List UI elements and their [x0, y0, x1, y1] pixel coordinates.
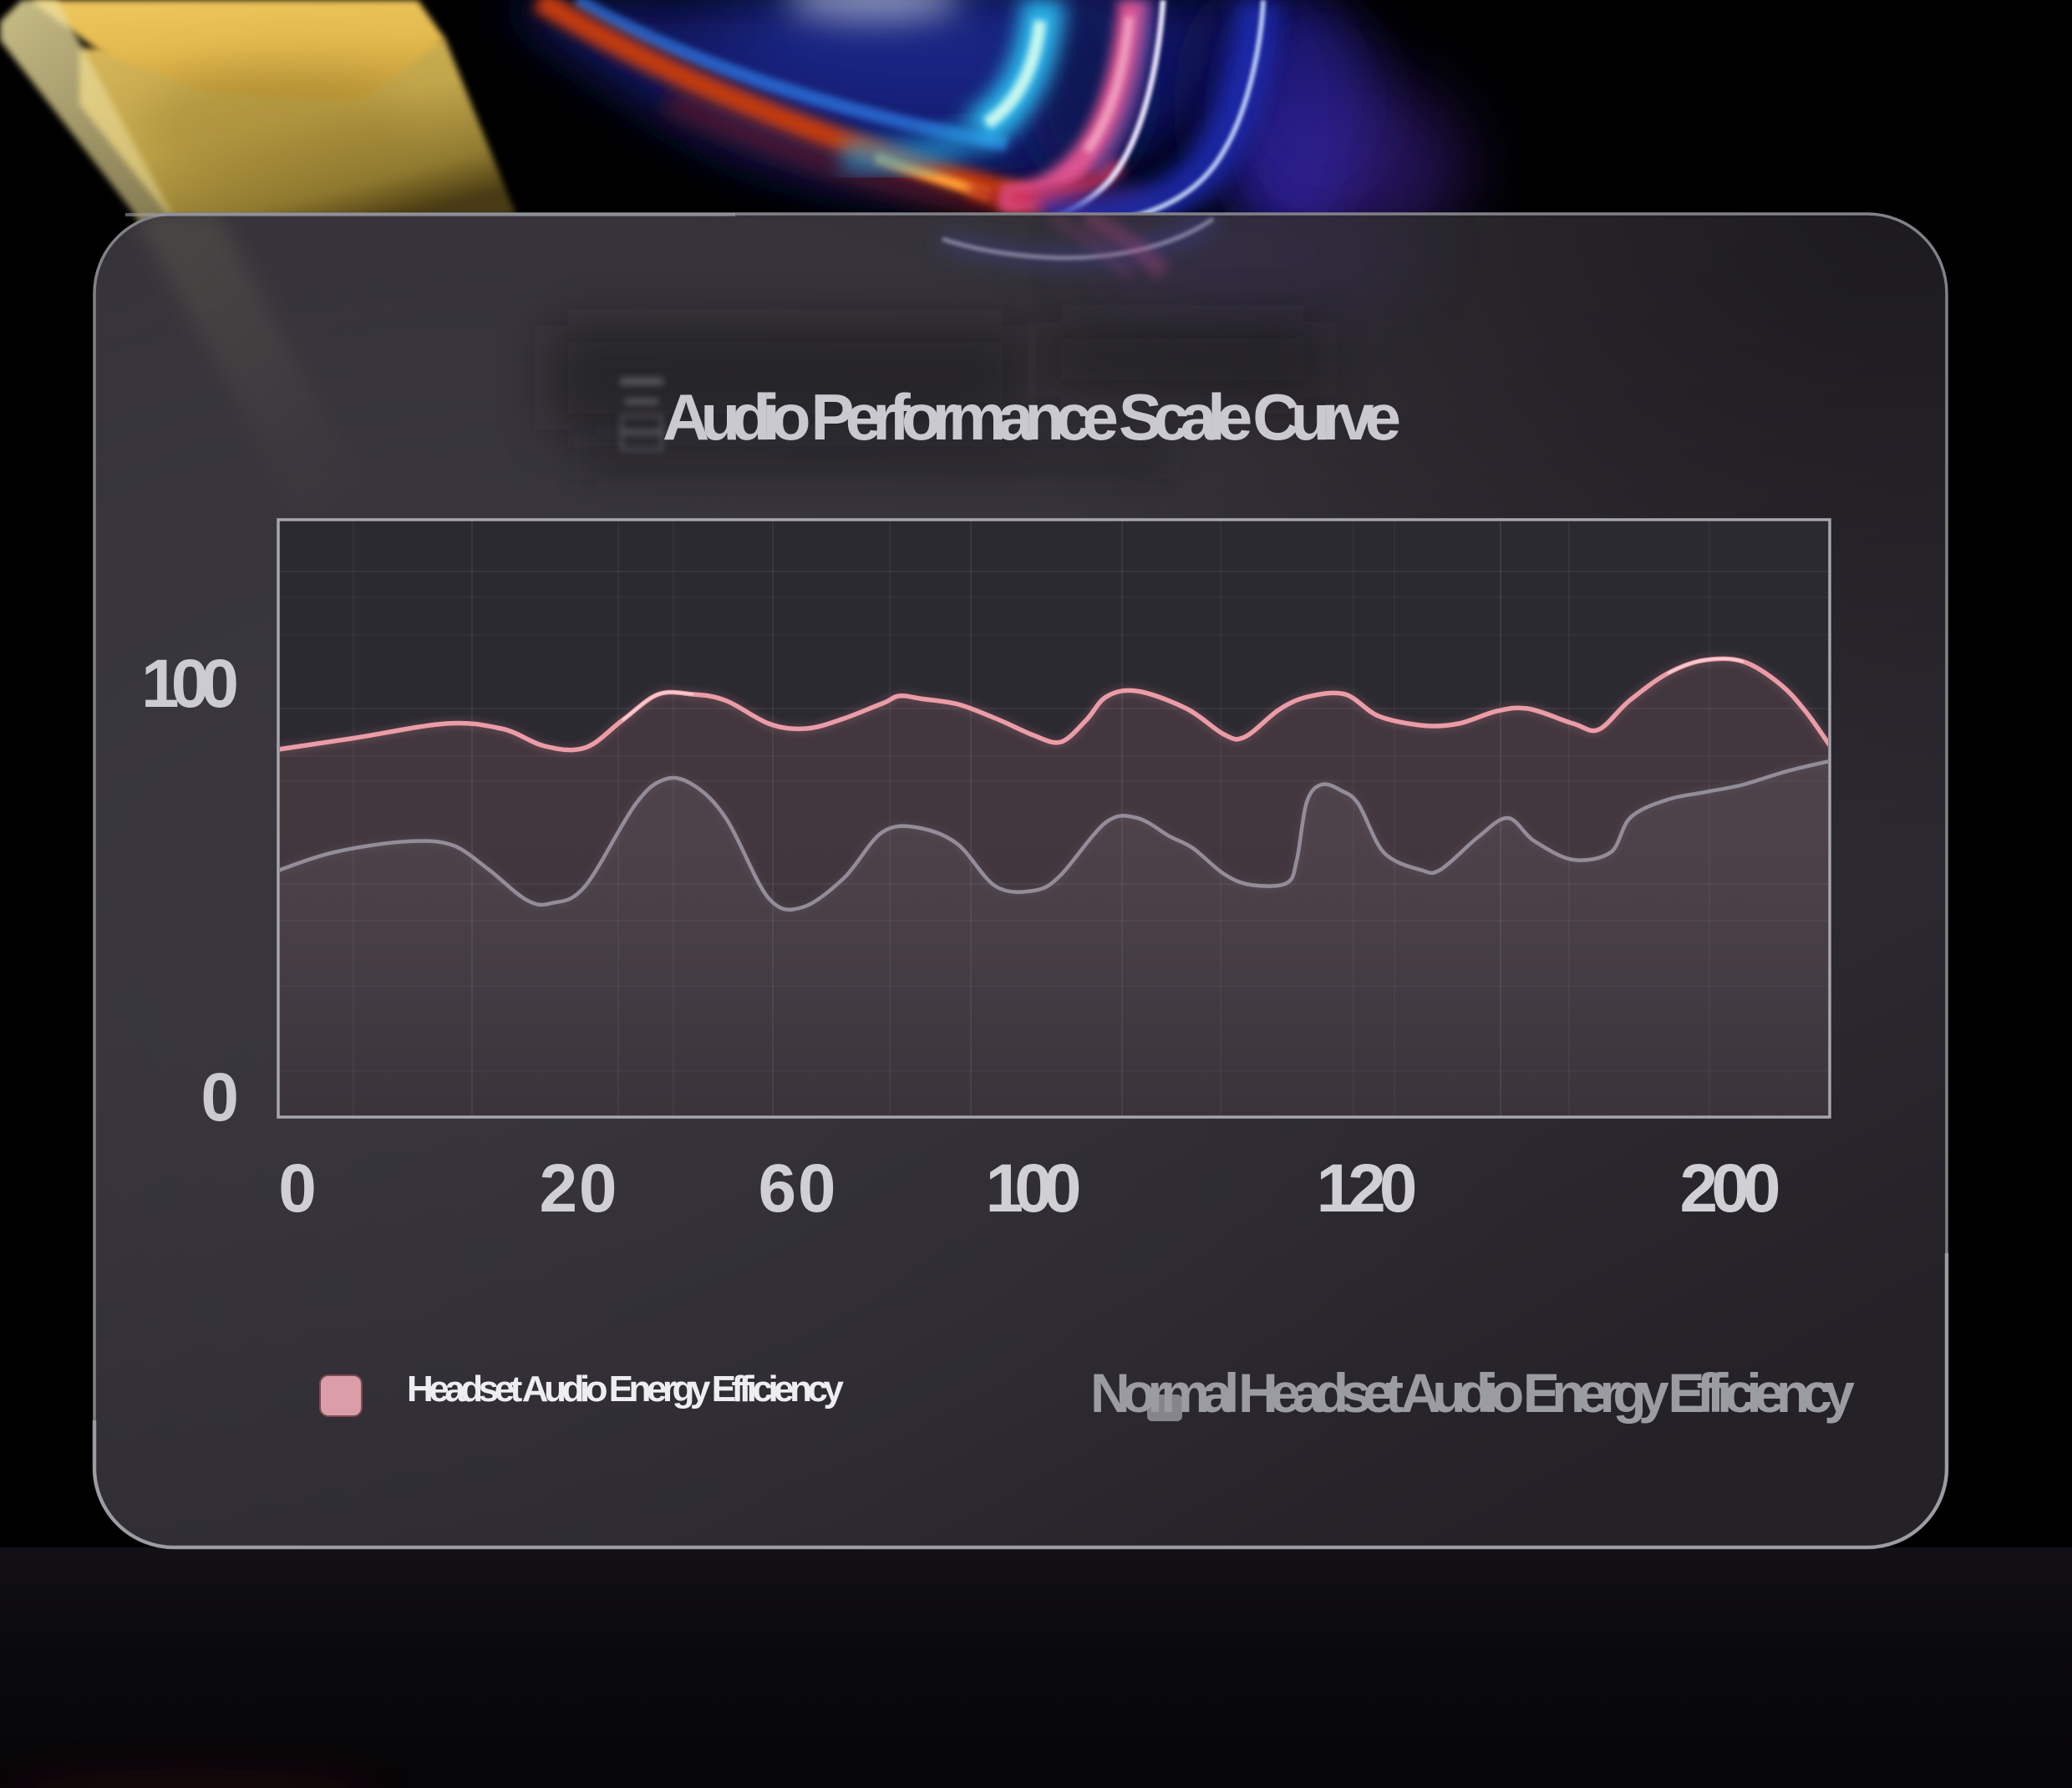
svg-text:100: 100 [141, 646, 239, 722]
svg-text:0: 0 [201, 1059, 239, 1135]
svg-text:200: 200 [1680, 1151, 1781, 1227]
svg-text:20: 20 [540, 1151, 617, 1227]
svg-text:100: 100 [986, 1151, 1082, 1227]
svg-text:Normal Headset Audio Energy Ef: Normal Headset Audio Energy Efficiency [1090, 1362, 1855, 1424]
svg-text:Headset Audio Energy Efficienc: Headset Audio Energy Efficiency [407, 1369, 845, 1410]
svg-text:120: 120 [1317, 1151, 1418, 1227]
svg-text:Audio Performance Scale Curve: Audio Performance Scale Curve [663, 380, 1401, 454]
svg-text:0: 0 [278, 1151, 317, 1227]
svg-text:60: 60 [759, 1151, 836, 1227]
